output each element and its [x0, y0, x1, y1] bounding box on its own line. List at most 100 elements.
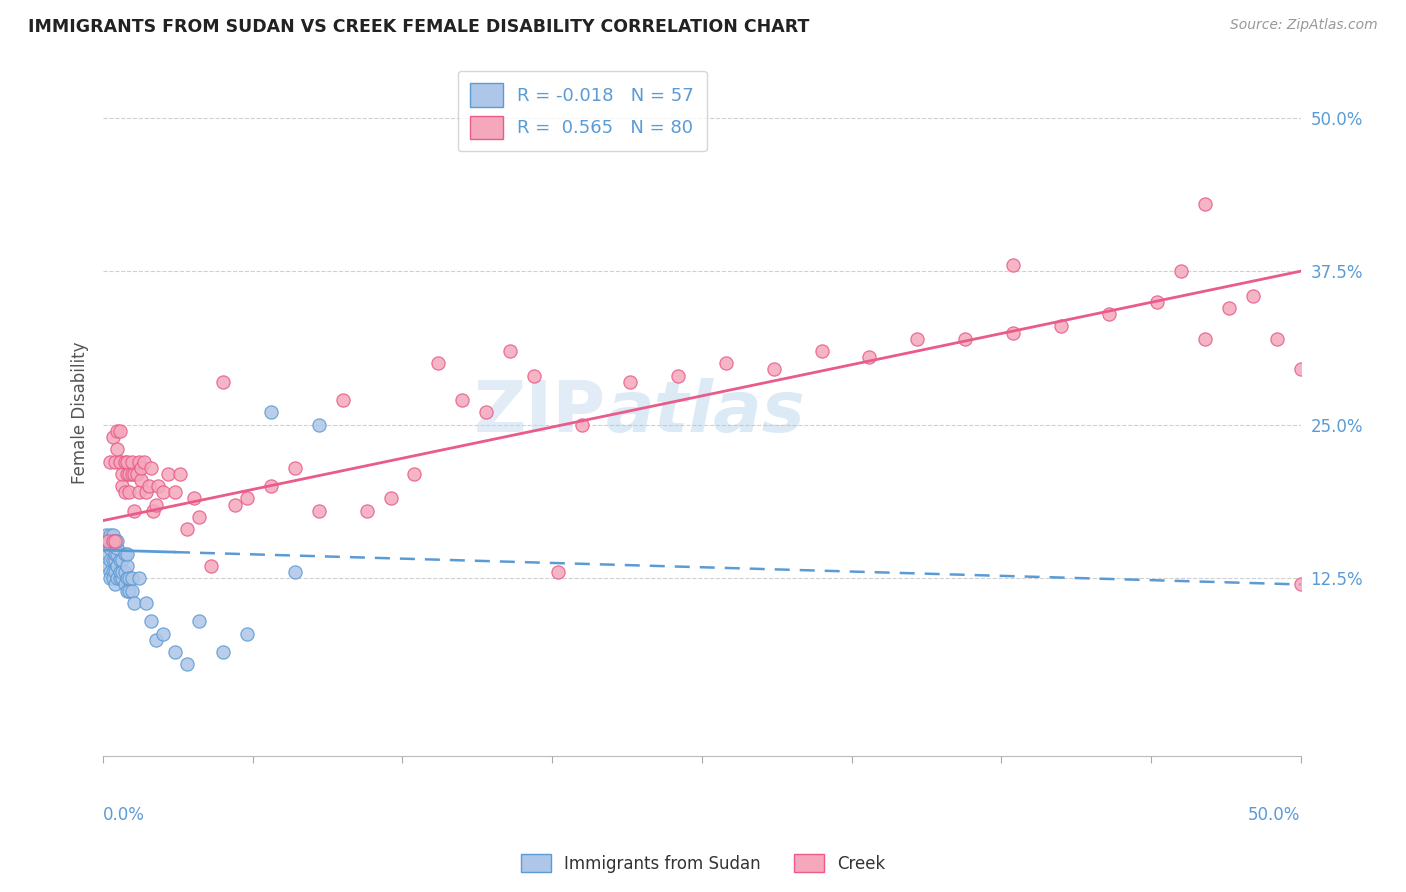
Point: [156, 467, 179, 481]
Point: [308, 504, 330, 518]
Point: [97, 534, 120, 549]
Point: [111, 565, 134, 579]
Point: [111, 479, 134, 493]
Point: [1146, 294, 1168, 309]
Point: [108, 553, 131, 567]
Point: [135, 596, 157, 610]
Point: [148, 479, 170, 493]
Point: [115, 467, 138, 481]
Point: [131, 473, 153, 487]
Point: [427, 356, 450, 370]
Point: [145, 632, 167, 647]
Legend: Immigrants from Sudan, Creek: Immigrants from Sudan, Creek: [515, 847, 891, 880]
Point: [118, 583, 141, 598]
Point: [104, 534, 127, 549]
Point: [1289, 577, 1312, 591]
Point: [131, 460, 153, 475]
Point: [104, 534, 127, 549]
Text: IMMIGRANTS FROM SUDAN VS CREEK FEMALE DISABILITY CORRELATION CHART: IMMIGRANTS FROM SUDAN VS CREEK FEMALE DI…: [28, 18, 810, 36]
Point: [114, 485, 136, 500]
Point: [104, 577, 127, 591]
Text: 50.0%: 50.0%: [1249, 805, 1301, 823]
Point: [284, 460, 307, 475]
Point: [98, 571, 121, 585]
Point: [107, 571, 129, 585]
Point: [107, 559, 129, 574]
Point: [121, 467, 143, 481]
Point: [104, 565, 127, 579]
Point: [115, 571, 138, 585]
Point: [101, 430, 124, 444]
Point: [121, 571, 143, 585]
Point: [104, 553, 127, 567]
Point: [1289, 362, 1312, 376]
Point: [163, 645, 186, 659]
Point: [152, 626, 174, 640]
Point: [332, 393, 354, 408]
Point: [955, 332, 977, 346]
Point: [114, 565, 136, 579]
Point: [523, 368, 546, 383]
Point: [115, 547, 138, 561]
Point: [183, 491, 205, 506]
Point: [114, 547, 136, 561]
Point: [122, 504, 145, 518]
Point: [108, 571, 131, 585]
Point: [810, 344, 832, 359]
Legend: R = -0.018   N = 57, R =  0.565   N = 80: R = -0.018 N = 57, R = 0.565 N = 80: [457, 70, 707, 152]
Point: [714, 356, 737, 370]
Text: 0.0%: 0.0%: [103, 805, 145, 823]
Point: [114, 577, 136, 591]
Point: [107, 541, 129, 555]
Point: [1194, 196, 1216, 211]
Point: [499, 344, 522, 359]
Point: [115, 454, 138, 468]
Point: [139, 615, 162, 629]
Point: [1241, 289, 1264, 303]
Point: [118, 571, 141, 585]
Point: [101, 534, 124, 549]
Point: [101, 571, 124, 585]
Point: [108, 454, 131, 468]
Point: [128, 485, 150, 500]
Point: [236, 491, 259, 506]
Point: [104, 454, 127, 468]
Point: [107, 424, 129, 438]
Point: [152, 485, 174, 500]
Point: [138, 479, 160, 493]
Point: [135, 485, 157, 500]
Point: [97, 559, 120, 574]
Point: [451, 393, 474, 408]
Point: [142, 504, 165, 518]
Point: [118, 467, 141, 481]
Point: [1098, 307, 1121, 321]
Point: [108, 454, 131, 468]
Point: [1194, 332, 1216, 346]
Point: [121, 454, 143, 468]
Point: [187, 615, 209, 629]
Point: [666, 368, 689, 383]
Point: [404, 467, 426, 481]
Point: [101, 553, 124, 567]
Point: [619, 375, 641, 389]
Point: [98, 454, 121, 468]
Point: [284, 565, 307, 579]
Point: [212, 645, 235, 659]
Point: [132, 454, 155, 468]
Text: Source: ZipAtlas.com: Source: ZipAtlas.com: [1230, 18, 1378, 32]
Point: [122, 467, 145, 481]
Point: [107, 534, 129, 549]
Point: [101, 534, 124, 549]
Point: [128, 454, 150, 468]
Point: [308, 417, 330, 432]
Y-axis label: Female Disability: Female Disability: [72, 342, 89, 483]
Point: [111, 571, 134, 585]
Point: [1002, 258, 1025, 272]
Point: [118, 485, 141, 500]
Point: [1050, 319, 1073, 334]
Point: [98, 541, 121, 555]
Text: ZIP: ZIP: [474, 378, 606, 447]
Point: [1218, 301, 1240, 315]
Point: [108, 565, 131, 579]
Point: [122, 596, 145, 610]
